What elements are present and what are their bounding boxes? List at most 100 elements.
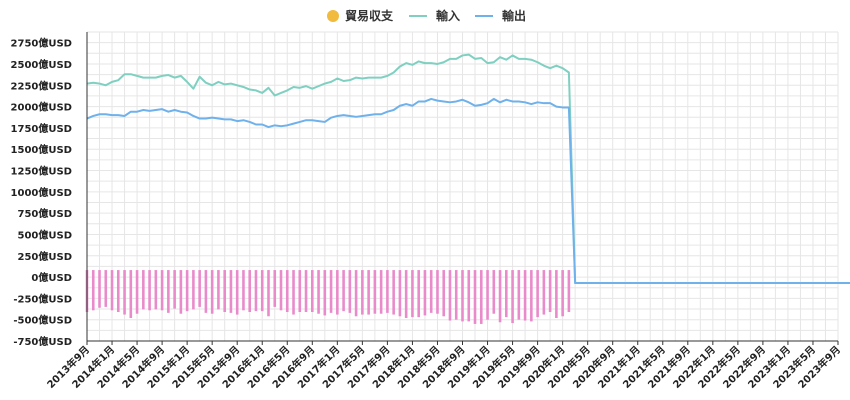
legend: 貿易収支 輸入 輸出 xyxy=(327,8,526,23)
trade-balance-bar xyxy=(536,270,539,318)
y-tick-label: 2250億USD xyxy=(11,79,72,92)
axes: 2750億USD 2500億USD 2250億USD 2000億USD 1750億USD… xyxy=(11,32,843,391)
trade-balance-bar xyxy=(267,270,270,317)
trade-balance-bar xyxy=(530,270,533,322)
trade-balance-bar xyxy=(348,270,352,313)
trade-balance-bar xyxy=(323,270,327,316)
exports-line xyxy=(86,97,850,285)
trade-balance-bar xyxy=(411,270,414,318)
y-tick-label: -250億USD xyxy=(13,292,72,305)
legend-label[interactable]: 輸出 xyxy=(502,8,526,23)
trade-balance-bar xyxy=(91,270,95,311)
legend-label[interactable]: 輸入 xyxy=(436,8,460,23)
trade-balance-bar xyxy=(98,270,101,308)
trade-balance-bar xyxy=(167,270,170,313)
trade-balance-bar xyxy=(542,270,546,315)
trade-balance-bar xyxy=(154,270,158,310)
trade-balance-bar xyxy=(505,270,508,318)
trade-balance-bar xyxy=(317,270,320,314)
trade-balance-bar xyxy=(304,270,308,313)
trade-balance-bar xyxy=(373,270,377,314)
trade-balance-bar xyxy=(329,270,333,313)
trade-balance-bar xyxy=(179,270,183,314)
trade-balance-bar xyxy=(442,270,446,317)
trade-balance-bar xyxy=(229,270,233,313)
trade-balance-bar xyxy=(260,270,264,312)
series-lines xyxy=(86,53,850,285)
trade-balance-bar xyxy=(517,270,521,320)
trade-balance-bar xyxy=(129,270,133,318)
trade-balance-bar xyxy=(110,270,114,311)
trade-balance-bar xyxy=(210,270,214,314)
trade-balance-bars xyxy=(85,270,571,324)
trade-balance-bar xyxy=(342,270,345,312)
trade-balance-bar xyxy=(354,270,358,317)
y-tick-label: -750億USD xyxy=(13,335,72,348)
trade-balance-bar xyxy=(454,270,458,320)
trade-balance-bar xyxy=(116,270,120,313)
trade-balance-bar xyxy=(123,270,126,315)
trade-balance-bar xyxy=(392,270,395,315)
trade-balance-bar xyxy=(361,270,364,315)
trade-balance-bar xyxy=(173,270,176,309)
trade-balance-bar xyxy=(311,270,314,313)
trade-balance-bar xyxy=(273,270,277,307)
trade-balance-bar xyxy=(160,270,164,311)
trade-balance-bar xyxy=(198,270,201,307)
trade-balance-bar xyxy=(398,270,402,317)
trade-balance-bar xyxy=(242,270,245,311)
trade-balance-bar xyxy=(135,270,139,314)
y-tick-label: 1250億USD xyxy=(11,165,72,178)
trade-balance-bar xyxy=(523,270,527,321)
trade-balance-bar xyxy=(104,270,108,307)
trade-balance-bar xyxy=(379,270,383,314)
trade-balance-bar xyxy=(467,270,471,322)
trade-balance-bar xyxy=(298,270,302,313)
trade-balance-bar xyxy=(204,270,208,313)
trade-balance-bar xyxy=(492,270,496,314)
y-tick-label: 0億USD xyxy=(31,271,72,284)
trade-balance-bar xyxy=(142,270,145,310)
trade-balance-bar xyxy=(511,270,514,324)
trade-balance-bar xyxy=(217,270,220,310)
trade-balance-bar xyxy=(248,270,252,313)
trade-balance-bar xyxy=(436,270,439,314)
trade-balance-bar xyxy=(148,270,151,311)
trade-balance-bar xyxy=(386,270,389,313)
y-tick-label: 500億USD xyxy=(18,228,73,241)
y-tick-label: 2000億USD xyxy=(11,101,72,114)
y-tick-label: 1750億USD xyxy=(11,122,72,135)
y-tick-label: 2750億USD xyxy=(11,37,72,50)
trade-balance-bar xyxy=(192,270,195,310)
trade-balance-bar xyxy=(461,270,464,322)
trade-balance-bar xyxy=(292,270,295,315)
trade-balance-bar xyxy=(423,270,427,316)
trade-balance-bar xyxy=(479,270,483,324)
trade-balance-bar xyxy=(448,270,452,321)
trade-balance-bar xyxy=(404,270,408,318)
trade-balance-bar xyxy=(279,270,283,311)
trade-balance-bar xyxy=(417,270,420,318)
legend-label[interactable]: 貿易収支 xyxy=(345,8,394,23)
trade-balance-bar xyxy=(367,270,370,315)
y-tick-label: 250億USD xyxy=(18,250,73,263)
trade-balance-bar xyxy=(254,270,258,312)
imports-line xyxy=(86,53,850,285)
trade-balance-bar xyxy=(486,270,489,320)
trade-balance-bar xyxy=(429,270,433,313)
trade-balance-bar xyxy=(498,270,502,323)
trade-balance-bar xyxy=(548,270,552,313)
trade-balance-bar xyxy=(235,270,239,315)
trade-balance-bar xyxy=(555,270,558,318)
legend-marker xyxy=(327,10,339,22)
trade-balance-bar xyxy=(223,270,226,313)
trade-balance-bar xyxy=(185,270,189,312)
y-tick-label: 750億USD xyxy=(18,207,73,220)
trade-balance-bar xyxy=(561,270,564,317)
y-tick-label: 1000億USD xyxy=(11,186,72,199)
trade-balance-bar xyxy=(473,270,477,324)
trade-balance-bar xyxy=(336,270,339,315)
trade-balance-bar xyxy=(285,270,289,313)
